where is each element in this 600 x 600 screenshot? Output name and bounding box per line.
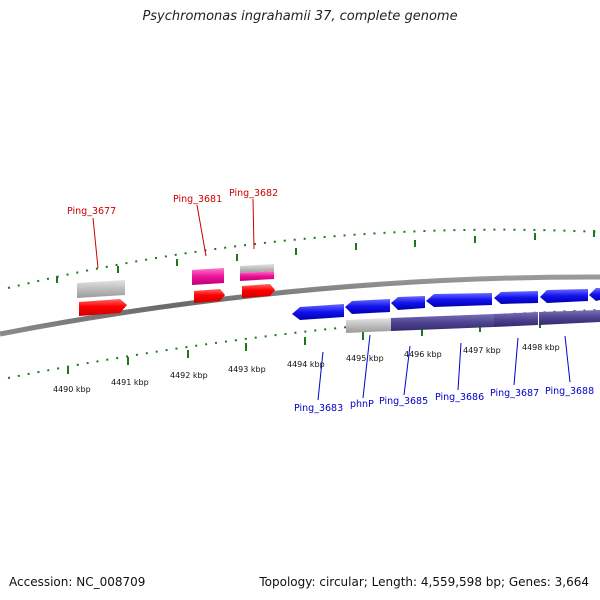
- map-title: Psychromonas ingrahamii 37, complete gen…: [142, 9, 458, 24]
- gene-label-ping-3682: Ping_3682: [229, 188, 278, 199]
- scale-label-4491: 4491 kbp: [111, 378, 149, 387]
- feature-purple-band: [391, 314, 494, 331]
- gene-arrow-reverse: [589, 288, 600, 301]
- gene-label-ping-3685: Ping_3685: [379, 396, 428, 407]
- gene-arrow-reverse: [292, 304, 344, 320]
- gene-label-ping-3687: Ping_3687: [490, 388, 539, 399]
- gene-arrow-reverse: [426, 293, 492, 307]
- scale-label-4490: 4490 kbp: [53, 385, 91, 394]
- gene-arrow-reverse: [540, 289, 588, 303]
- scale-label-4496: 4496 kbp: [404, 350, 442, 359]
- gene-arrow-forward: [242, 284, 275, 298]
- gene-label-ping-3681: Ping_3681: [173, 194, 222, 205]
- callouts-top: [92, 198, 255, 269]
- scale-label-4492: 4492 kbp: [170, 371, 208, 380]
- scale-label-4498: 4498 kbp: [522, 343, 560, 352]
- genome-backbone: [0, 274, 600, 337]
- feature-grey-band: [346, 318, 391, 333]
- feature-grey-block: [77, 280, 125, 298]
- gene-label-ping-3683: Ping_3683: [294, 403, 343, 414]
- gene-label-ping-3677: Ping_3677: [67, 206, 116, 217]
- gene-label-ping-3686: Ping_3686: [435, 392, 484, 403]
- scale-label-4497: 4497 kbp: [463, 346, 501, 355]
- gene-arrow-forward: [79, 299, 127, 316]
- feature-pink-block: [240, 271, 274, 281]
- gene-arrow-reverse: [391, 296, 425, 310]
- scale-label-4494: 4494 kbp: [287, 360, 325, 369]
- gene-label-ping-3688: Ping_3688: [545, 386, 594, 397]
- reverse-features: [292, 288, 600, 320]
- feature-grey-block: [240, 264, 274, 273]
- scale-label-4493: 4493 kbp: [228, 365, 266, 374]
- accession-text: Accession: NC_008709: [9, 575, 146, 589]
- feature-purple-band: [539, 310, 600, 325]
- gene-label-phnp: phnP: [350, 399, 374, 410]
- forward-features: [77, 264, 275, 316]
- gene-arrow-reverse: [345, 299, 390, 314]
- scale-label-4495: 4495 kbp: [346, 354, 384, 363]
- callouts-bottom: [317, 334, 571, 401]
- feature-purple-band: [494, 312, 538, 327]
- feature-band: [346, 310, 600, 333]
- gene-arrow-forward: [194, 289, 225, 303]
- feature-pink-block: [192, 268, 224, 285]
- genome-summary: Topology: circular; Length: 4,559,598 bp…: [259, 575, 589, 589]
- major-ticks-top: [56, 230, 595, 283]
- gene-arrow-reverse: [494, 291, 538, 304]
